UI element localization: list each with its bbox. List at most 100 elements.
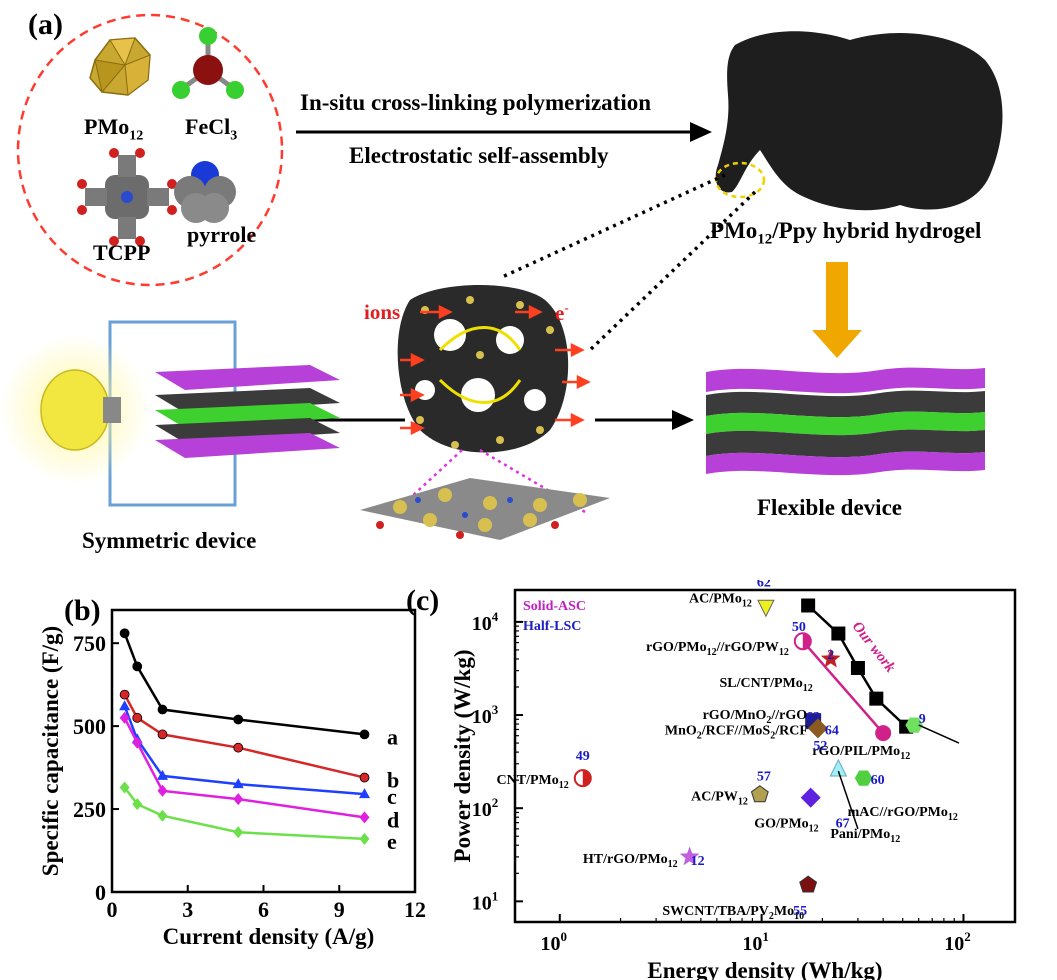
series-line-a — [123, 632, 365, 736]
data-point — [359, 811, 370, 824]
y-tick-label: 250 — [73, 797, 106, 822]
data-point — [233, 826, 244, 839]
symmetric-device-image — [155, 365, 340, 458]
literature-point — [750, 785, 769, 803]
point-label: GO/PMo12 — [754, 817, 818, 835]
data-point — [359, 772, 370, 783]
literature-point — [800, 787, 821, 808]
series-label-b: b — [387, 768, 399, 793]
capacitance-chart: 0 3 6 9 12 0 250 500 750 Current density (A/g) Spe… — [38, 608, 426, 949]
reagent-circle — [16, 13, 284, 287]
x-tick-exponent: 0 — [561, 929, 568, 944]
our-work-black-point — [801, 598, 816, 613]
flexible-device-image — [706, 367, 985, 476]
series-label-a: a — [387, 724, 398, 749]
framework-sheet-image — [360, 478, 610, 540]
point-label: mAC//rGO/PMo12 — [848, 805, 958, 823]
point-label-sub: 12 — [738, 797, 748, 808]
data-point — [132, 736, 143, 749]
y-axis-label: Power density (W/kg) — [450, 650, 475, 863]
data-point — [359, 788, 370, 799]
data-point — [119, 628, 130, 639]
point-label-sub: 12 — [707, 647, 717, 658]
light-bulb-icon — [40, 369, 121, 451]
literature-point — [854, 770, 873, 786]
our-work-black-point — [850, 660, 865, 675]
point-label: rGO/PIL/PMo12 — [812, 744, 910, 762]
ions-label: ions — [364, 300, 401, 324]
flexible-device-label: Flexible device — [757, 495, 902, 520]
literature-point-half — [582, 770, 591, 787]
series-label-c: c — [387, 784, 397, 809]
plot-frame — [513, 588, 1017, 924]
point-label-sub: 2 — [766, 715, 771, 726]
point-label: CNT/PMo12 — [497, 773, 569, 791]
point-label-sub: 12 — [668, 859, 678, 870]
x-tick-label: 6 — [258, 897, 269, 922]
fecl3-label: FeCl3 — [185, 114, 238, 144]
point-label-sub: 12 — [948, 812, 958, 823]
symmetric-device-label: Symmetric device — [82, 528, 257, 553]
hydrogel-image — [715, 31, 1003, 211]
y-tick-label: 104 — [472, 609, 499, 635]
x-tick-label: 12 — [404, 897, 426, 922]
pyrrole-label: pyrrole — [187, 222, 257, 247]
point-label: Pani/PMo12 — [830, 827, 900, 845]
y-tick-exponent: 2 — [492, 795, 499, 810]
orange-down-arrow — [812, 262, 862, 358]
data-point — [157, 809, 168, 822]
panel-b-label: (b) — [64, 594, 101, 627]
x-tick-label: 3 — [182, 897, 193, 922]
literature-point-half — [802, 633, 811, 650]
data-point — [132, 661, 143, 672]
point-ref: 57 — [757, 770, 771, 785]
our-work-black-point — [869, 691, 884, 706]
x-tick-label: 102 — [944, 929, 971, 955]
electron-label: e- — [555, 300, 569, 325]
x-tick-label: 0 — [107, 897, 118, 922]
y-tick-exponent: 3 — [492, 702, 499, 717]
tcpp-label: TCPP — [93, 240, 151, 265]
point-label-rest: //rGO — [770, 708, 807, 723]
point-label: HT/rGO/PMo12 — [583, 852, 678, 870]
our-work-magenta-line — [801, 640, 885, 734]
y-tick-label: 500 — [73, 714, 106, 739]
data-point — [119, 700, 131, 711]
fecl3-molecule-icon — [172, 27, 244, 99]
x-tick-label: 9 — [334, 897, 345, 922]
data-point — [157, 704, 168, 715]
point-ref: 2 — [827, 648, 834, 663]
data-point — [359, 729, 370, 740]
point-ref: 62 — [757, 580, 771, 590]
panel-a-label: (a) — [28, 8, 63, 41]
porous-structure-image — [397, 285, 591, 453]
data-point — [359, 832, 370, 845]
point-label-sub: 2 — [770, 730, 775, 741]
data-point — [119, 711, 130, 724]
point-label-rest: Mo — [774, 904, 794, 919]
arrow-top-text: In-situ cross-linking polymerization — [300, 90, 651, 115]
legend-half-lsc: Half-LSC — [523, 619, 581, 634]
x-tick-label: 100 — [541, 929, 568, 955]
point-label: AC/PW12 — [691, 790, 748, 808]
data-point — [157, 729, 168, 740]
point-ref: 9 — [919, 712, 926, 727]
data-point — [233, 714, 244, 725]
y-tick-label: 0 — [95, 880, 106, 905]
leader-line — [837, 770, 859, 830]
point-label: AC/PMo12 — [689, 591, 752, 609]
point-ref: 55 — [793, 904, 807, 919]
pmo12-molecule-icon — [89, 37, 151, 96]
point-label-sub: 12 — [742, 598, 752, 609]
point-label-sub: 12 — [559, 780, 569, 791]
data-point — [233, 793, 244, 806]
x-axis-label: Current density (A/g) — [163, 924, 375, 949]
leader-line — [918, 724, 960, 744]
pmo12-label: PMo12 — [84, 114, 144, 144]
series-label-e: e — [387, 829, 397, 854]
point-label-sub: 12 — [809, 824, 819, 835]
x-tick-label: 101 — [742, 929, 769, 955]
point-ref: 67 — [836, 817, 850, 832]
point-label-sub: 12 — [803, 683, 813, 694]
